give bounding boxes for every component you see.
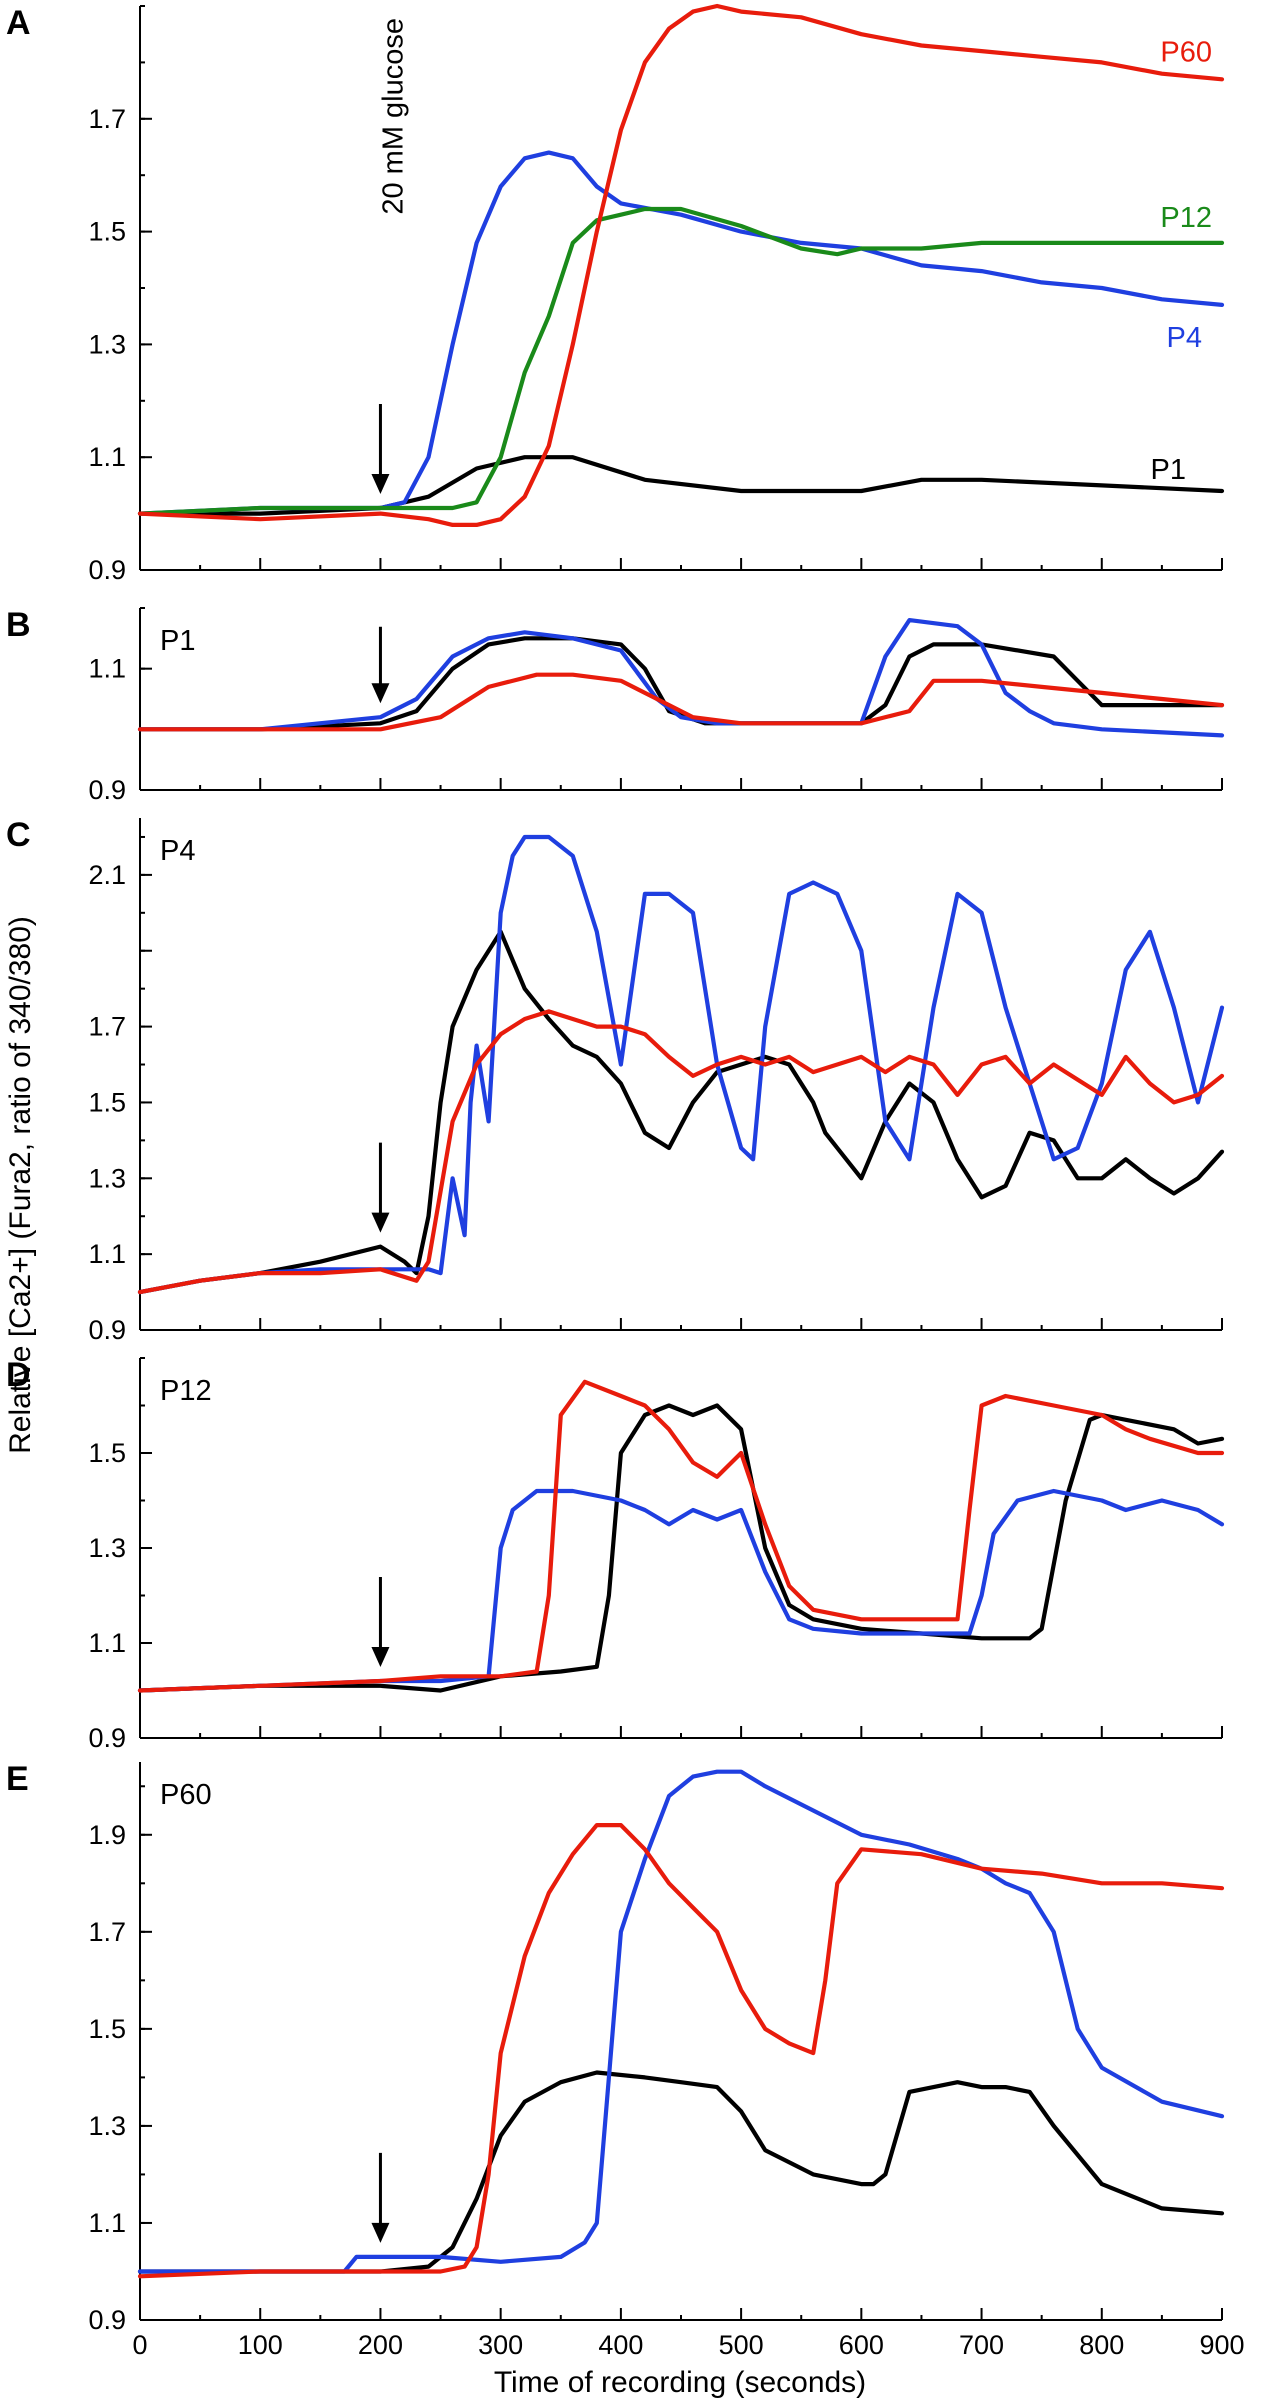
y-tick-label: 1.3 [88, 1533, 126, 1563]
series-line-a-p1 [137, 455, 1225, 516]
y-tick-label: 0.9 [88, 775, 126, 805]
panel-letter-a: A [6, 4, 31, 42]
series-label-p60: P60 [1160, 36, 1212, 68]
y-tick-label: 1.7 [88, 1012, 126, 1042]
x-tick-label: 600 [839, 2330, 884, 2360]
y-tick-label: 1.3 [88, 1163, 126, 1193]
y-tick-label: 1.3 [88, 329, 126, 359]
y-tick-label: 1.1 [88, 442, 126, 472]
x-tick-label: 700 [959, 2330, 1004, 2360]
glucose-arrow-head [371, 683, 390, 704]
y-tick-label: 1.1 [88, 2208, 126, 2238]
panel-letter-c: C [6, 816, 31, 854]
panels-group: 0.91.11.31.51.7 20 mM glucoseP1P4P12P60A0… [6, 3, 1245, 2360]
x-tick-label: 400 [598, 2330, 643, 2360]
x-tick-label: 200 [358, 2330, 403, 2360]
panel-title-d: P12 [160, 1375, 212, 1407]
series-line-a-p4 [137, 150, 1225, 516]
y-tick-label: 1.5 [88, 2014, 126, 2044]
panel-letter-e: E [6, 1760, 29, 1798]
series-line-d-black [137, 1403, 1225, 1693]
panel-title-e: P60 [160, 1779, 212, 1811]
y-tick-label: 0.9 [88, 1723, 126, 1753]
y-tick-label: 2.1 [88, 860, 126, 890]
y-tick-label: 1.7 [88, 1917, 126, 1947]
glucose-arrow-head [371, 2222, 390, 2243]
panel-e: 0.9 1.1 1.3 1.5 1.7 1.9 0 100 200 300 400 500 600 700… [6, 1760, 1245, 2360]
panel-a: 0.9 1.1 1.3 1.5 1.7 20 mM glucose P1 P4 P12 P60 A [6, 3, 1225, 585]
series-line-e-blue [137, 1769, 1225, 2274]
series-label-p12: P12 [1160, 202, 1212, 234]
y-tick-label: 0.9 [88, 2305, 126, 2335]
series-line-e-black [137, 2070, 1225, 2274]
series-line-c-black [137, 929, 1225, 1295]
series-label-p4: P4 [1167, 322, 1202, 354]
panel-letter-d: D [6, 1356, 31, 1394]
y-tick-label: 1.9 [88, 1820, 126, 1850]
panel-title-b: P1 [160, 625, 195, 657]
panel-b: 0.9 1.1 P1 B [6, 606, 1225, 805]
series-line-c-red [137, 1009, 1225, 1295]
y-tick-label: 1.1 [88, 654, 126, 684]
series-line-d-red [137, 1379, 1225, 1693]
series-line-a-p12 [137, 206, 1225, 516]
panel-title-c: P4 [160, 835, 195, 867]
y-tick-label: 1.5 [88, 1438, 126, 1468]
y-tick-label: 1.5 [88, 1087, 126, 1117]
glucose-arrow-head [371, 1647, 390, 1667]
y-tick-label: 1.1 [88, 1628, 126, 1658]
y-tick-label: 1.5 [88, 217, 126, 247]
panel-letter-b: B [6, 606, 31, 644]
glucose-annotation: 20 mM glucose [377, 18, 409, 215]
x-tick-label: 500 [719, 2330, 764, 2360]
series-line-d-blue [137, 1488, 1225, 1693]
y-tick-label: 1.7 [88, 104, 126, 134]
series-line-b-blue [137, 617, 1225, 738]
glucose-arrow-head [371, 1212, 390, 1233]
x-tick-label: 0 [132, 2330, 147, 2360]
series-line-a-p60 [137, 3, 1225, 528]
y-tick-label: 0.9 [88, 1315, 126, 1345]
panel-d: 0.9 1.1 1.3 1.5 P12 D [6, 1356, 1225, 1753]
x-tick-label: 800 [1079, 2330, 1124, 2360]
x-axis-title: Time of recording (seconds) [494, 2366, 866, 2399]
glucose-arrow-head [371, 473, 390, 494]
panel-c: 0.9 1.1 1.3 1.5 1.7 2.1 P4 C [6, 816, 1225, 1345]
y-tick-label: 0.9 [88, 555, 126, 585]
x-tick-label: 900 [1199, 2330, 1244, 2360]
series-label-p1: P1 [1151, 454, 1186, 486]
series-line-b-red [137, 672, 1225, 732]
x-tick-label: 100 [238, 2330, 283, 2360]
y-axis-title: Relative [Ca2+] (Fura2, ratio of 340/380… [4, 916, 37, 1454]
y-tick-label: 1.1 [88, 1239, 126, 1269]
x-tick-label: 300 [478, 2330, 523, 2360]
y-tick-label: 1.3 [88, 2111, 126, 2141]
series-line-e-red [137, 1822, 1225, 2279]
